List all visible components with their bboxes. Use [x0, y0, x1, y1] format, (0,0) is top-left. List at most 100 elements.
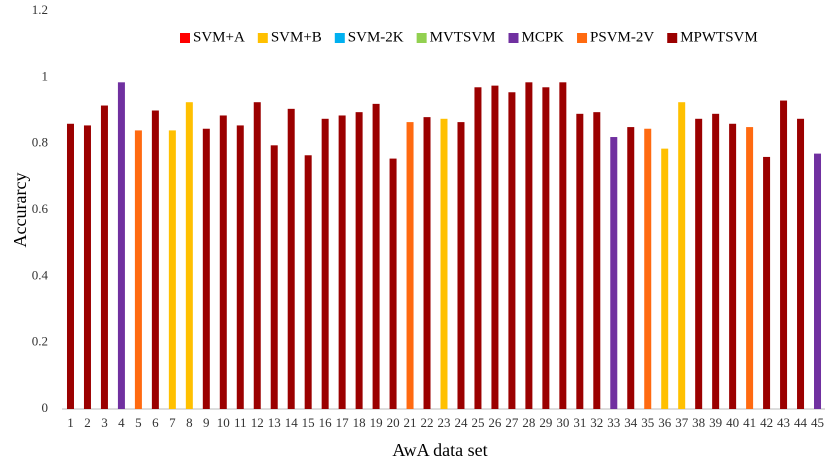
x-tick-label: 15 — [302, 415, 315, 430]
x-tick-label: 40 — [726, 415, 739, 430]
y-tick-label: 0.4 — [32, 267, 49, 282]
bar — [389, 158, 397, 409]
bar — [695, 118, 703, 410]
legend-swatch — [508, 33, 519, 43]
y-tick-label: 1.2 — [32, 2, 48, 17]
bar — [168, 130, 176, 409]
x-tick-label: 33 — [607, 415, 620, 430]
bar — [746, 127, 754, 409]
y-axis-label: Accurarcy — [10, 173, 30, 248]
bar — [406, 122, 414, 409]
x-tick-label: 4 — [118, 415, 125, 430]
legend-label: MPWTSVM — [680, 29, 758, 45]
bar — [338, 115, 346, 409]
x-tick-label: 18 — [353, 415, 366, 430]
bar — [151, 110, 159, 409]
bar — [576, 113, 584, 410]
x-tick-label: 11 — [234, 415, 247, 430]
x-tick-label: 6 — [152, 415, 159, 430]
x-tick-label: 30 — [556, 415, 569, 430]
x-tick-label: 39 — [709, 415, 722, 430]
x-tick-label: 25 — [471, 415, 484, 430]
legend-swatch — [667, 33, 678, 43]
bar — [423, 117, 431, 409]
x-tick-label: 8 — [186, 415, 193, 430]
bar — [542, 87, 550, 410]
x-tick-label: 3 — [101, 415, 108, 430]
y-tick-label: 0.2 — [32, 334, 48, 349]
x-tick-label: 44 — [794, 415, 808, 430]
x-tick-label: 14 — [285, 415, 299, 430]
legend-swatch — [577, 33, 588, 43]
x-tick-label: 35 — [641, 415, 654, 430]
legend-swatch — [257, 33, 268, 43]
bar — [712, 113, 720, 410]
x-tick-label: 34 — [624, 415, 638, 430]
y-tick-label: 1 — [42, 68, 49, 83]
x-tick-label: 45 — [811, 415, 824, 430]
x-tick-label: 21 — [404, 415, 417, 430]
bar — [253, 102, 261, 409]
x-tick-label: 24 — [454, 415, 468, 430]
x-axis-label: AwA data set — [392, 440, 487, 460]
bar — [440, 118, 448, 410]
x-tick-label: 32 — [590, 415, 603, 430]
bar — [372, 103, 380, 409]
x-tick-label: 37 — [675, 415, 689, 430]
x-tick-label: 16 — [319, 415, 333, 430]
legend-label: MVTSVM — [430, 29, 496, 45]
x-tick-label: 43 — [777, 415, 790, 430]
bar — [355, 112, 363, 410]
bar — [491, 85, 499, 409]
x-tick-label: 10 — [217, 415, 230, 430]
x-tick-label: 9 — [203, 415, 210, 430]
x-tick-label: 42 — [760, 415, 773, 430]
x-tick-label: 31 — [573, 415, 586, 430]
y-tick-label: 0.6 — [32, 201, 49, 216]
bar — [83, 125, 91, 410]
legend-swatch — [334, 33, 345, 43]
y-tick-label: 0.8 — [32, 135, 48, 150]
bar — [610, 137, 618, 410]
bar — [304, 155, 312, 409]
bar — [729, 123, 737, 410]
legend-label: SVM+B — [271, 29, 322, 45]
bar — [321, 118, 329, 410]
bar — [66, 123, 74, 410]
bar — [457, 122, 465, 409]
legend-label: SVM-2K — [348, 29, 404, 45]
bar — [185, 102, 193, 409]
x-tick-label: 7 — [169, 415, 176, 430]
bar — [763, 156, 771, 409]
y-tick-label: 0 — [42, 400, 49, 415]
bar — [780, 100, 788, 410]
bar — [270, 145, 278, 409]
bar — [814, 153, 822, 409]
bar — [236, 125, 244, 410]
bar — [661, 148, 669, 409]
legend-swatch — [180, 33, 190, 43]
x-tick-label: 20 — [387, 415, 400, 430]
x-tick-label: 12 — [251, 415, 264, 430]
x-tick-label: 17 — [336, 415, 350, 430]
bar — [117, 82, 125, 409]
legend-label: MCPK — [522, 29, 565, 45]
x-tick-label: 27 — [505, 415, 519, 430]
x-tick-label: 23 — [438, 415, 451, 430]
bar — [508, 92, 516, 409]
x-tick-label: 13 — [268, 415, 281, 430]
x-tick-label: 26 — [488, 415, 502, 430]
x-tick-label: 28 — [522, 415, 535, 430]
legend-label: SVM+A — [193, 29, 245, 45]
bar — [797, 118, 805, 410]
bar — [202, 128, 210, 409]
bar — [678, 102, 686, 409]
x-tick-label: 29 — [539, 415, 552, 430]
x-tick-label: 41 — [743, 415, 756, 430]
legend-label: PSVM-2V — [590, 29, 654, 45]
bar — [644, 128, 652, 409]
bar — [100, 105, 108, 410]
x-tick-label: 36 — [658, 415, 672, 430]
bar — [287, 108, 295, 409]
